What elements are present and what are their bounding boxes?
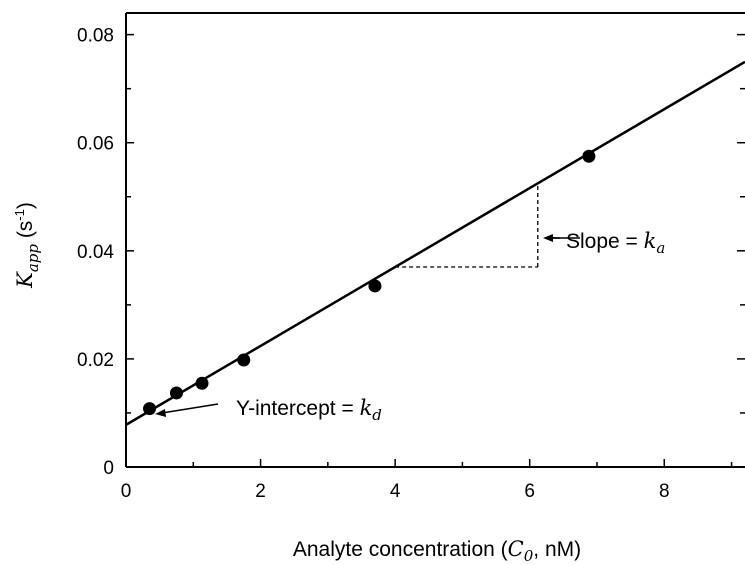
x-tick-label: 2 — [255, 481, 266, 502]
data-points — [143, 149, 596, 416]
x-tick-label: 8 — [659, 481, 670, 502]
y-tick-label: 0 — [103, 458, 114, 479]
data-point — [368, 279, 382, 293]
data-point — [169, 386, 183, 400]
y-ticks: 0 0.02 0.04 0.06 0.08 — [77, 26, 745, 479]
x-tick-label: 0 — [121, 481, 132, 502]
intercept-annotation-text: Y-intercept = — [236, 397, 360, 420]
slope-arrow — [543, 234, 580, 242]
x-axis-var: C — [508, 537, 524, 561]
intercept-annotation-var: k — [360, 396, 373, 420]
y-axis-unit-close: ) — [14, 202, 37, 209]
y-axis-label: Kapp (s-1) — [12, 202, 42, 289]
x-tick-label: 6 — [524, 481, 535, 502]
slope-annotation: Slope = ka — [566, 229, 665, 257]
data-point — [237, 353, 251, 367]
y-tick-label: 0.06 — [77, 134, 114, 155]
data-point — [195, 376, 209, 390]
x-axis-prefix: Analyte concentration ( — [293, 538, 508, 561]
y-tick-label: 0.08 — [77, 26, 114, 47]
intercept-arrow — [155, 403, 219, 417]
fit-line-group — [125, 60, 745, 426]
y-axis-unit-sup: -1 — [12, 209, 27, 221]
x-axis-var-sub: 0 — [524, 547, 534, 565]
x-ticks: 0 2 4 6 8 — [121, 459, 670, 502]
minor-ticks — [126, 87, 745, 467]
y-axis-unit: (s — [14, 221, 37, 244]
x-axis-label: Analyte concentration (C0, nM) — [293, 537, 581, 565]
intercept-annotation: Y-intercept = kd — [236, 396, 382, 424]
fit-line — [125, 60, 745, 426]
slope-annotation-text: Slope = — [566, 230, 644, 253]
data-point — [582, 149, 596, 163]
y-axis-var: K — [13, 271, 37, 289]
y-axis-var-sub: app — [24, 244, 42, 273]
y-tick-label: 0.02 — [77, 350, 114, 371]
x-axis-suffix: , nM) — [533, 538, 581, 561]
slope-annotation-var: k — [644, 229, 657, 253]
intercept-annotation-sub: d — [372, 406, 382, 424]
x-tick-label: 4 — [390, 481, 401, 502]
slope-annotation-sub: a — [656, 239, 665, 257]
slope-triangle — [395, 183, 539, 268]
y-tick-label: 0.04 — [77, 242, 114, 263]
data-point — [143, 402, 157, 416]
